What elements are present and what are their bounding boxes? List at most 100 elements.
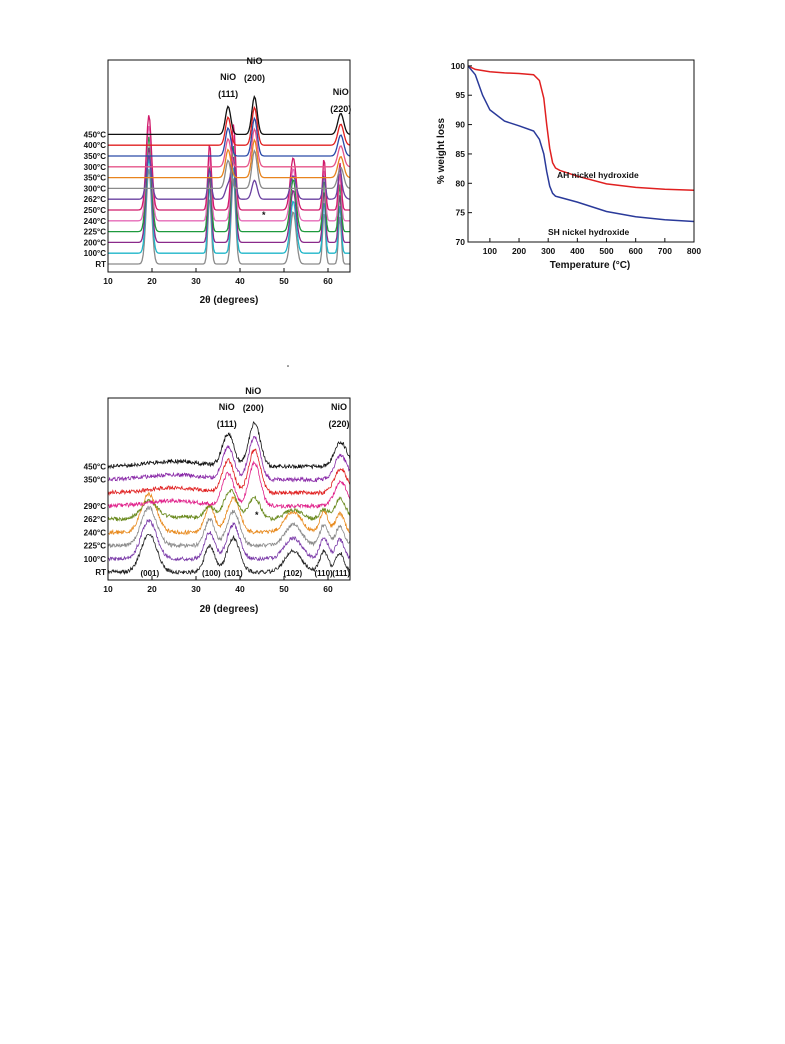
series-label: RT — [95, 260, 106, 269]
tga-x-ticks: 100 200 300 400 500 600 700 800 — [483, 238, 701, 256]
xrd-series-line — [107, 448, 351, 497]
xrd-top-row-labels: RT100°C200°C225°C240°C250°C262°C300°C350… — [84, 130, 107, 269]
x-tick-label: 100 — [483, 246, 497, 256]
tga-x-axis-title: Temperature (°C) — [550, 260, 631, 271]
reflection-label: (102) — [283, 569, 302, 578]
series-label: 262°C — [84, 195, 107, 204]
y-tick-label: 75 — [456, 208, 466, 218]
xrd-series-line — [107, 420, 351, 470]
x-tick-label: 20 — [147, 584, 157, 594]
xrd-series-line — [108, 105, 351, 146]
tga-series-label-ah: AH nickel hydroxide — [557, 170, 639, 180]
reflection-label: (101) — [224, 569, 243, 578]
x-tick-label: 40 — [235, 584, 245, 594]
xrd-bottom-plot-frame — [107, 397, 351, 581]
xrd-bottom-x-ticks: 10 20 30 40 50 60 — [103, 576, 333, 594]
tga-plot-frame — [467, 59, 695, 243]
peak-hkl-label: (111) — [218, 89, 238, 99]
series-label: 100°C — [84, 555, 107, 564]
series-label: 350°C — [84, 152, 107, 161]
x-tick-label: 800 — [687, 246, 701, 256]
series-label: RT — [95, 568, 106, 577]
xrd-bottom-curves — [107, 420, 351, 576]
x-tick-label: 200 — [512, 246, 526, 256]
x-tick-label: 40 — [235, 276, 245, 286]
series-label: 225°C — [84, 228, 107, 237]
xrd-series-line — [108, 148, 351, 190]
y-tick-label: 100 — [451, 61, 465, 71]
y-tick-label: 95 — [456, 90, 466, 100]
xrd-series-line — [107, 519, 351, 562]
reflection-label: (110) — [314, 569, 333, 578]
x-tick-label: 30 — [191, 276, 201, 286]
x-tick-label: 10 — [103, 276, 113, 286]
peak-phase-label: NiO — [247, 56, 263, 66]
xrd-top-peak-labels: NiO (111) NiO (200) NiO (220) — [218, 56, 351, 114]
tga-y-axis-title: % weight loss — [436, 118, 447, 185]
xrd-series-line — [108, 116, 351, 157]
x-tick-label: 400 — [570, 246, 584, 256]
y-tick-label: 70 — [456, 237, 466, 247]
xrd-top-x-ticks: 10 20 30 40 50 60 — [103, 268, 333, 286]
y-tick-label: 80 — [456, 178, 466, 188]
tga-panel: 100 200 300 400 500 600 700 800 70 75 80 85 90 95 100… — [436, 59, 701, 271]
x-tick-label: 30 — [191, 584, 201, 594]
x-tick-label: 10 — [103, 584, 113, 594]
reflection-label: (111) — [332, 569, 350, 578]
series-label: 290°C — [84, 502, 107, 511]
series-label: 350°C — [84, 476, 107, 485]
x-tick-label: 500 — [599, 246, 613, 256]
series-label: 450°C — [84, 462, 107, 471]
x-tick-label: 50 — [279, 584, 289, 594]
xrd-series-line — [108, 158, 350, 254]
x-tick-label: 600 — [629, 246, 643, 256]
xrd-series-line — [108, 138, 351, 179]
tga-y-ticks: 70 75 80 85 90 95 100 — [451, 61, 472, 247]
series-label: 240°C — [84, 528, 107, 537]
xrd-series-line — [108, 154, 351, 200]
xrd-series-line — [107, 488, 351, 522]
xrd-series-line — [108, 115, 350, 211]
stray-dot — [287, 365, 289, 367]
y-tick-label: 85 — [456, 149, 466, 159]
xrd-series-line — [107, 435, 350, 483]
xrd-bottom-row-labels: RT 100°C 225°C 240°C 262°C 290°C 350°C 450°C — [84, 462, 107, 577]
xrd-series-line — [107, 533, 351, 576]
series-label: 350°C — [84, 174, 107, 183]
x-tick-label: 60 — [323, 276, 333, 286]
series-label: 250°C — [84, 206, 107, 215]
peak-phase-label: NiO — [245, 386, 261, 396]
xrd-series-line — [108, 136, 350, 233]
x-tick-label: 700 — [658, 246, 672, 256]
y-tick-label: 90 — [456, 120, 466, 130]
xrd-series-line — [107, 460, 351, 509]
peak-hkl-label: (111) — [217, 419, 237, 429]
xrd-panel-bottom: 10 20 30 40 50 60 RT 100°C 225°C 240°C 262°C 290°C… — [84, 386, 351, 615]
x-tick-label: 20 — [147, 276, 157, 286]
xrd-series-line — [107, 505, 351, 549]
x-tick-label: 300 — [541, 246, 555, 256]
peak-hkl-label: (220) — [328, 419, 349, 429]
xrd-series-line — [108, 147, 350, 244]
peak-phase-label: NiO — [219, 402, 235, 412]
series-label: 262°C — [84, 515, 107, 524]
xrd-series-line — [108, 127, 351, 168]
series-label: 200°C — [84, 238, 107, 247]
xrd-top-plot-frame — [107, 59, 351, 273]
xrd-series-line — [108, 169, 350, 265]
xrd-top-star: * — [262, 210, 266, 220]
peak-phase-label: NiO — [331, 402, 347, 412]
series-label: 240°C — [84, 217, 107, 226]
xrd-bottom-x-axis-title: 2θ (degrees) — [200, 604, 259, 615]
tga-curves — [467, 65, 695, 223]
peak-phase-label: NiO — [333, 87, 349, 97]
xrd-bottom-peak-labels: NiO (111) NiO (200) NiO (220) — [217, 386, 350, 429]
reflection-label: (100) — [202, 569, 221, 578]
xrd-bottom-reflection-labels: (001) (100) (101) (102) (110) (111) — [140, 569, 350, 578]
series-label: 450°C — [84, 130, 107, 139]
x-tick-label: 60 — [323, 584, 333, 594]
peak-hkl-label: (200) — [243, 403, 264, 413]
series-label: 300°C — [84, 163, 107, 172]
